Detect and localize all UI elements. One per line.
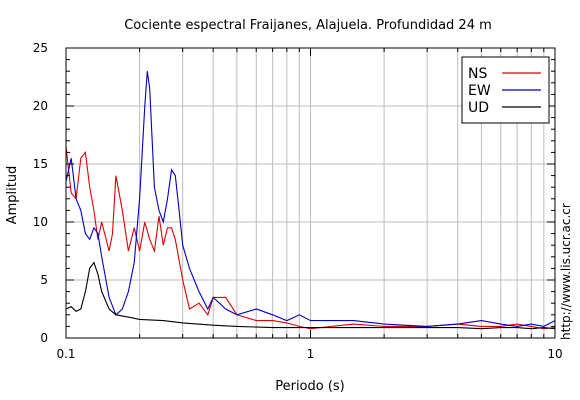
series-line-ew — [66, 71, 555, 327]
y-tick-label: 15 — [33, 157, 48, 171]
x-tick-labels: 0.1 1 10 — [56, 347, 562, 361]
x-tick-label: 1 — [307, 347, 315, 361]
y-tick-label: 10 — [33, 215, 48, 229]
legend-label-ns: NS — [468, 66, 487, 82]
series-lines — [66, 71, 555, 330]
axis-ticks — [66, 47, 555, 339]
series-line-ud — [66, 261, 555, 330]
y-tick-label: 25 — [33, 41, 48, 55]
chart-title: Cociente espectral Fraijanes, Alajuela. … — [124, 18, 492, 33]
x-tick-label: 10 — [547, 347, 562, 361]
legend-label-ud: UD — [468, 100, 489, 116]
x-tick-label: 0.1 — [56, 347, 75, 361]
legend-label-ew: EW — [468, 83, 491, 99]
series-line-ns — [66, 146, 555, 330]
y-tick-label: 5 — [40, 273, 48, 287]
y-tick-label: 0 — [40, 331, 48, 345]
grid — [66, 48, 555, 338]
x-axis-label: Periodo (s) — [275, 379, 345, 394]
y-tick-labels: 0 5 10 15 20 25 — [33, 41, 48, 345]
y-axis-label: Amplitud — [5, 166, 20, 225]
y-tick-label: 20 — [33, 99, 48, 113]
watermark-url: http://www.lis.ucr.ac.cr — [559, 203, 573, 340]
